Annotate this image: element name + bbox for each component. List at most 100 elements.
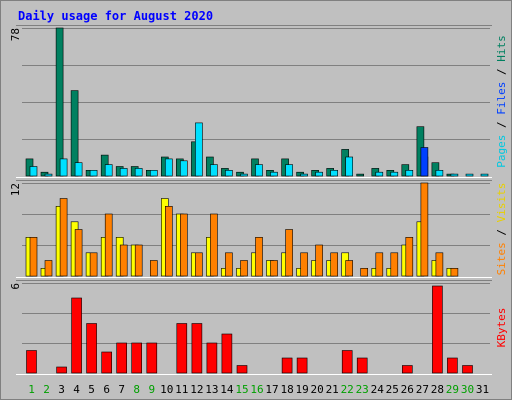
x-tick-label-day-1: 1 [28, 383, 35, 396]
x-tick-label-day-14: 14 [220, 383, 234, 396]
bar-sites-day-14 [225, 252, 233, 277]
y-axis-max-label: 6 [9, 283, 22, 290]
bar-sites-day-18 [285, 229, 293, 277]
bar-files-day-13 [210, 164, 218, 177]
bar-sites-day-21 [330, 252, 339, 277]
bar-files-day-30 [465, 173, 474, 177]
x-tick-label-day-13: 13 [205, 383, 218, 396]
panel-series-label: Pages / Files / Hits [495, 35, 508, 168]
bar-files-day-11 [180, 160, 188, 177]
bar-files-day-14 [225, 170, 233, 177]
bar-files-day-15 [240, 173, 248, 177]
bar-kbytes-day-6 [101, 351, 112, 374]
x-tick-label-day-20: 20 [310, 383, 323, 396]
x-tick-label-day-23: 23 [356, 383, 369, 396]
bar-sites-day-27 [420, 182, 429, 277]
bar-hits-day-3 [55, 27, 64, 177]
bar-kbytes-day-3 [56, 366, 67, 374]
x-tick-label-day-17: 17 [265, 383, 278, 396]
bar-files-day-18 [285, 164, 293, 177]
bar-hits-day-28 [431, 162, 440, 177]
bar-sites-day-11 [180, 213, 188, 277]
bar-sites-day-28 [435, 252, 444, 277]
x-tick-label-day-22: 22 [341, 383, 354, 396]
bar-kbytes-day-7 [116, 342, 127, 374]
x-tick-label-day-7: 7 [118, 383, 125, 396]
bar-files-day-17 [270, 171, 278, 177]
panel-series-label-part: Visits [495, 183, 508, 223]
bar-sites-day-10 [165, 206, 173, 277]
x-tick-label-day-26: 26 [401, 383, 414, 396]
bar-sites-day-17 [270, 260, 278, 277]
bar-kbytes-day-30 [462, 365, 473, 374]
bar-kbytes-day-13 [206, 342, 218, 374]
panel-kbytes: 6 KBytes [9, 280, 508, 375]
bar-sites-day-24 [375, 252, 384, 277]
bar-kbytes-day-11 [176, 323, 188, 374]
bar-files-day-3 [59, 158, 68, 177]
x-tick-label-day-10: 10 [160, 383, 173, 396]
bar-files-day-2 [44, 173, 53, 177]
bar-files-day-9 [150, 170, 158, 177]
bar-files-day-12 [195, 122, 203, 177]
panel-series-label-part: / [495, 62, 508, 82]
panel-series-label-part: Sites [495, 242, 508, 275]
bar-kbytes-day-29 [447, 357, 458, 374]
chart-title: Daily usage for August 2020 [18, 9, 213, 23]
panel-series-label-part: Hits [495, 35, 508, 62]
bar-kbytes-day-23 [356, 357, 368, 374]
bar-kbytes-day-1 [26, 350, 37, 374]
bar-sites-day-20 [315, 244, 323, 277]
panel-visits: 12 Sites / Visits [9, 180, 508, 278]
x-tick-label-day-8: 8 [133, 383, 140, 396]
bar-sites-day-8 [134, 244, 143, 277]
x-tick-label-day-24: 24 [371, 383, 385, 396]
bar-files-day-16 [255, 164, 263, 177]
bar-sites-day-19 [300, 252, 308, 277]
bar-files-day-8 [134, 168, 143, 177]
bar-kbytes-day-22 [341, 350, 353, 374]
bar-sites-day-23 [360, 267, 369, 277]
bar-files-day-6 [104, 164, 113, 177]
bar-kbytes-day-5 [86, 323, 97, 374]
bar-sites-day-9 [150, 260, 158, 277]
bar-sites-day-25 [390, 252, 399, 277]
panel-series-label: Sites / Visits [495, 183, 508, 276]
panel-series-label-part: / [495, 115, 508, 135]
bar-sites-day-22 [345, 260, 354, 277]
x-axis-labels: 1 2 3 4 5 6 7 8 9 10 11 12 13 14 15 16 17 18 19 20 21 22 23 24 2… [28, 383, 489, 396]
panel-background [16, 25, 492, 178]
bar-sites-day-16 [255, 237, 263, 277]
x-tick-label-day-3: 3 [58, 383, 65, 396]
bar-sites-day-3 [59, 198, 68, 277]
x-tick-label-day-19: 19 [295, 383, 308, 396]
x-tick-label-day-9: 9 [148, 383, 155, 396]
bar-files-day-7 [119, 168, 128, 177]
bar-kbytes-day-4 [71, 297, 82, 374]
bar-files-day-31 [480, 173, 489, 177]
bar-hits-day-23 [356, 173, 365, 177]
x-tick-label-day-15: 15 [235, 383, 248, 396]
y-axis-max-label: 78 [9, 28, 22, 41]
bar-files-day-4 [74, 162, 83, 177]
bar-files-day-28 [435, 170, 444, 177]
bar-kbytes-day-14 [221, 333, 233, 374]
bar-sites-day-26 [405, 237, 414, 277]
bar-sites-day-5 [89, 252, 98, 277]
bar-sites-day-4 [74, 229, 83, 277]
panel-series-label-part: KBytes [495, 308, 508, 348]
bar-files-day-19 [300, 173, 308, 177]
panel-series-label-part: Files [495, 82, 508, 115]
bar-files-day-26 [405, 170, 414, 177]
bar-sites-day-15 [240, 260, 248, 277]
x-tick-label-day-4: 4 [73, 383, 80, 396]
bar-files-day-20 [315, 171, 323, 177]
x-tick-label-day-21: 21 [326, 383, 339, 396]
bar-sites-day-2 [44, 260, 53, 277]
bar-sites-day-13 [210, 213, 218, 277]
bar-files-day-29 [450, 173, 459, 177]
bar-files-day-21 [330, 170, 339, 177]
bar-kbytes-day-18 [281, 357, 293, 374]
x-tick-label-day-16: 16 [250, 383, 263, 396]
